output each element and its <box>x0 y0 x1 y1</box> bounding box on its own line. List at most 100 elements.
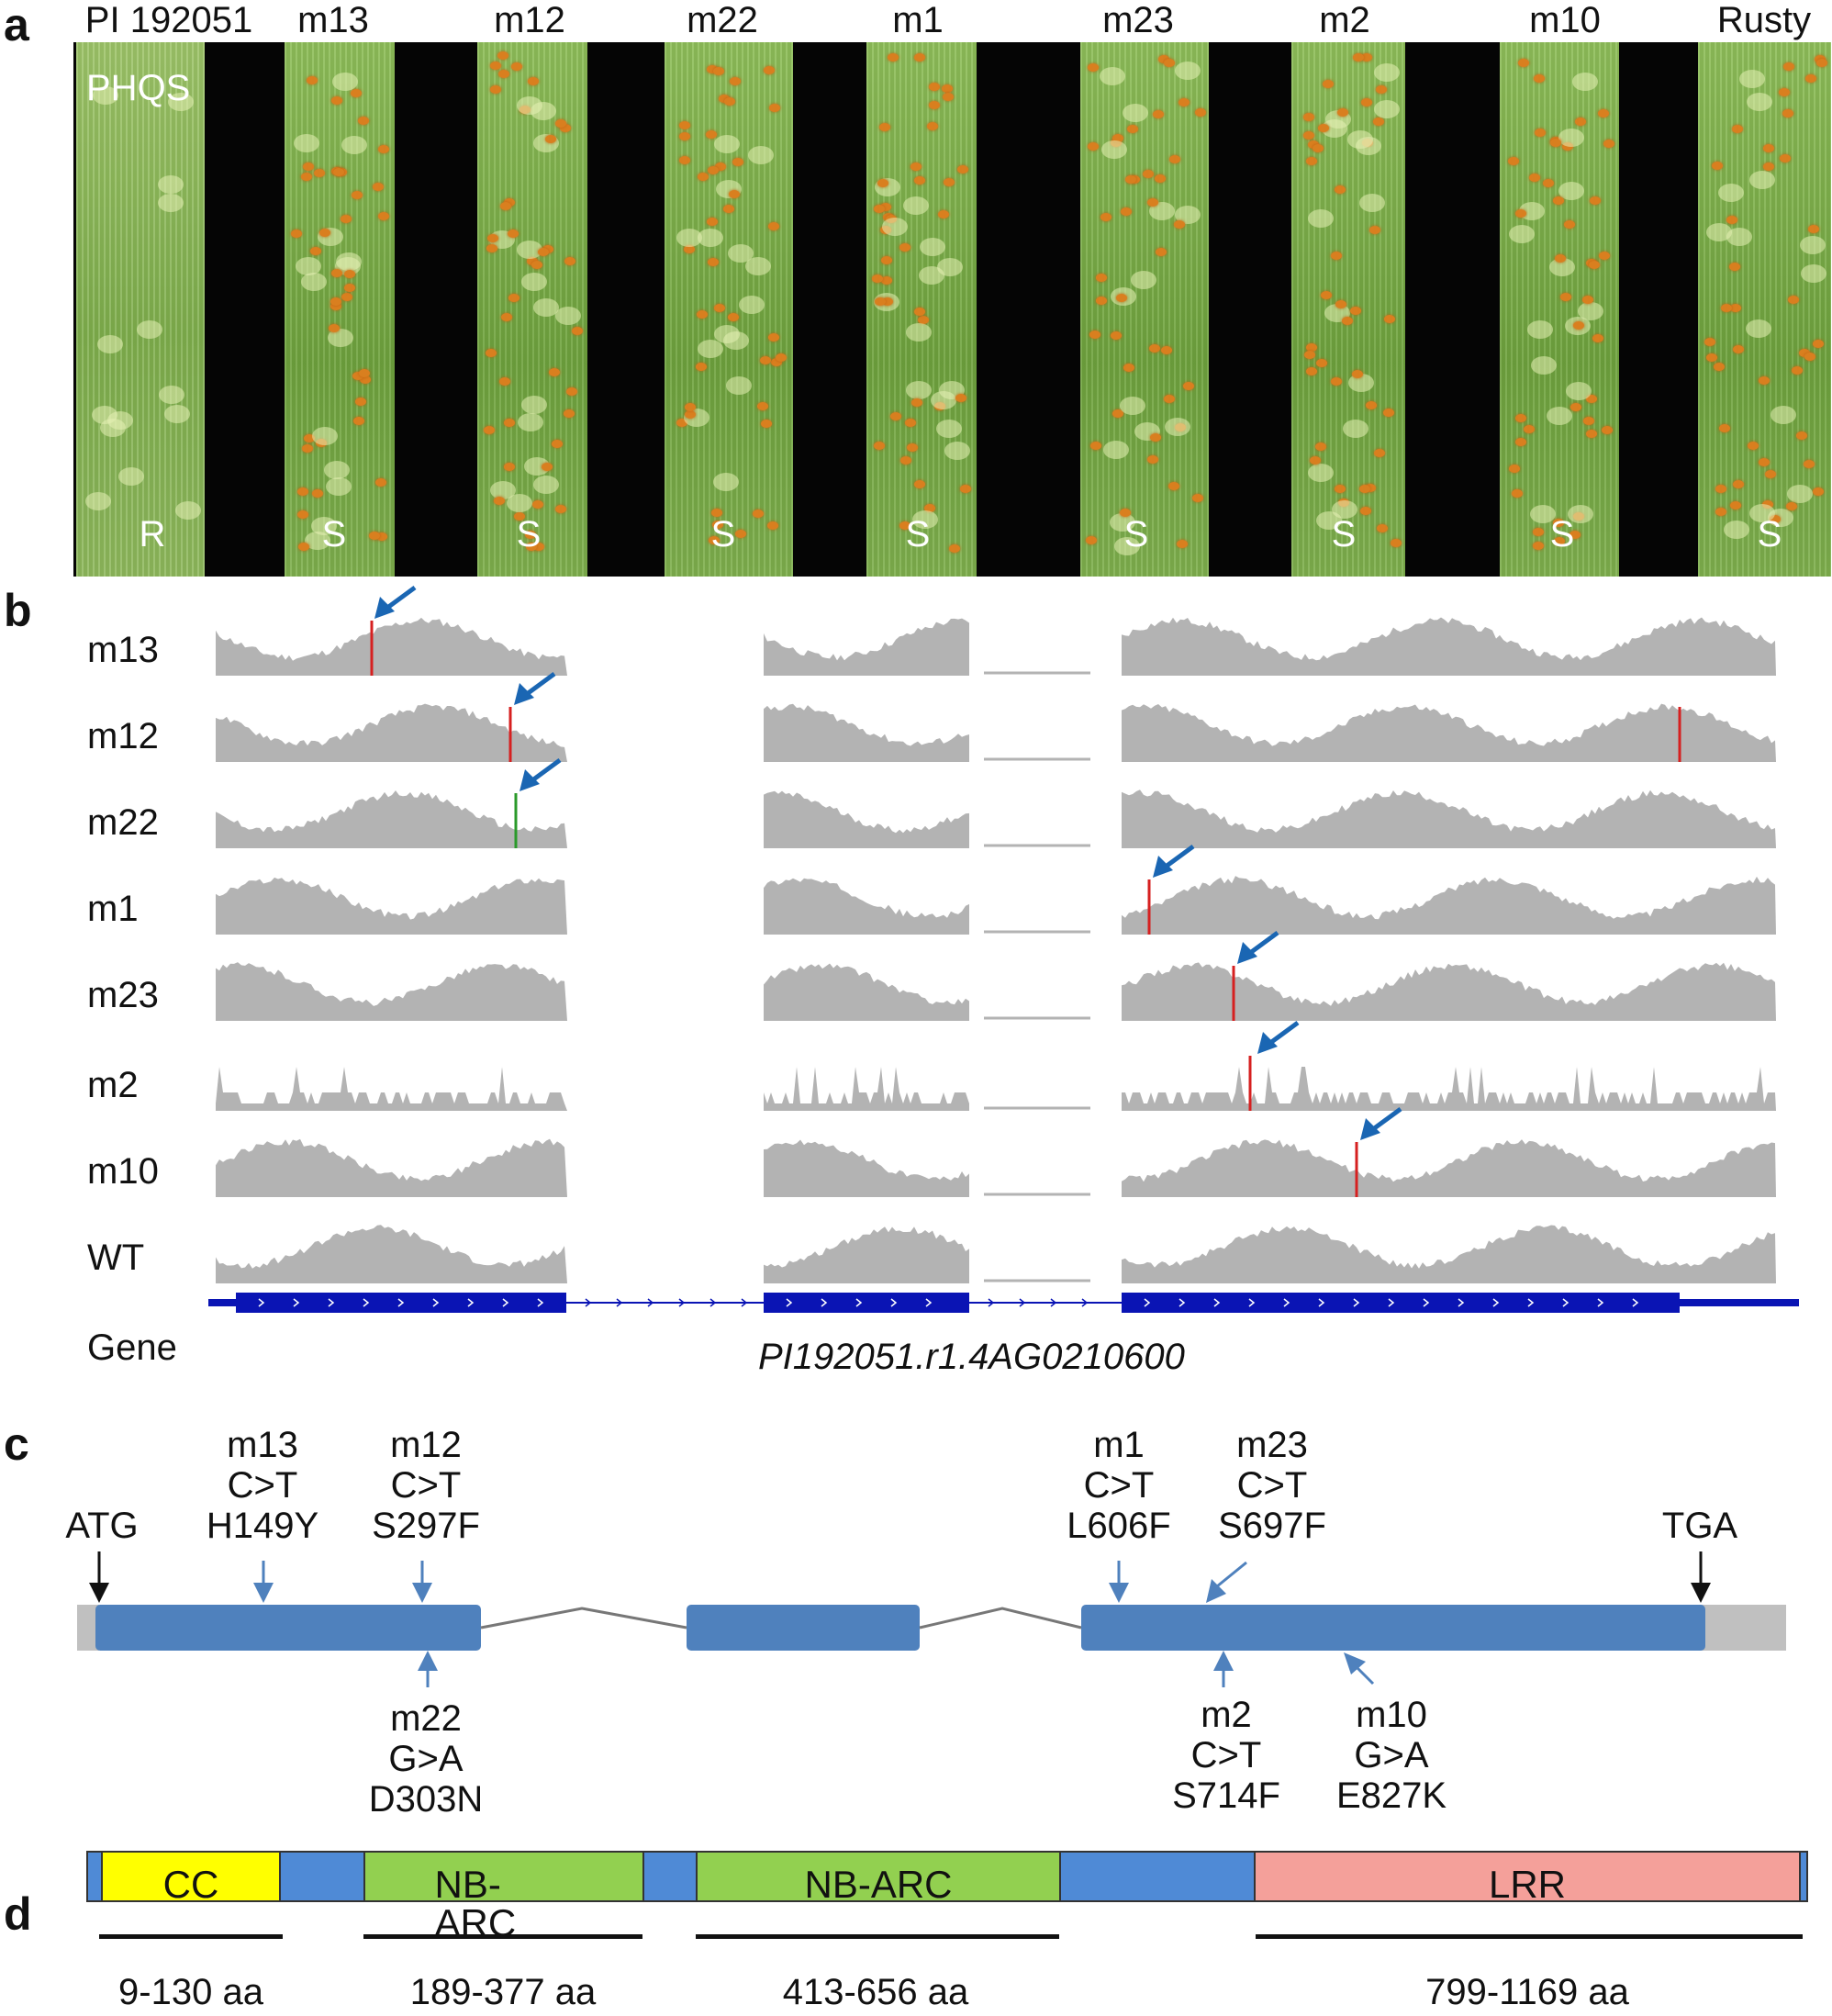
range-bar-lrr <box>1256 1934 1803 1939</box>
rust-pustule <box>572 326 584 335</box>
chlorotic-spot <box>1565 382 1592 401</box>
lane-label-m10: m10 <box>1529 0 1601 40</box>
rust-pustule <box>1552 196 1564 205</box>
coverage-block <box>764 703 969 762</box>
rust-pustule <box>1812 340 1824 349</box>
rust-pustule <box>723 97 735 106</box>
rust-pustule <box>1112 133 1124 142</box>
domain-cc-label: CC <box>162 1863 219 1906</box>
rust-pustule <box>1087 62 1099 72</box>
rust-pustule <box>1532 527 1544 536</box>
chlorotic-spot <box>1110 513 1136 532</box>
strand-chevron <box>1248 1298 1256 1307</box>
rust-pustule <box>555 118 567 128</box>
chlorotic-spot <box>328 328 354 347</box>
rust-pustule <box>695 363 707 372</box>
chlorotic-spot <box>311 517 338 536</box>
exon-3-track <box>1122 1293 1680 1313</box>
chlorotic-fleck <box>163 404 190 423</box>
mutation-label-m13: m13 C>T H149Y <box>207 1425 318 1546</box>
rust-pustule <box>708 258 720 267</box>
coverage-block <box>216 1067 567 1111</box>
rust-pustule <box>759 355 771 364</box>
chlorotic-spot <box>697 340 723 359</box>
gene-name: PI192051.r1.4AG0210600 <box>758 1337 1185 1377</box>
rust-pustule <box>917 315 929 324</box>
rust-pustule <box>374 477 386 487</box>
rust-pustule <box>1588 260 1600 269</box>
rust-pustule <box>1157 55 1169 64</box>
rust-pustule <box>497 70 509 79</box>
lane-label-m22: m22 <box>687 0 758 40</box>
rust-pustule <box>490 62 502 71</box>
rust-pustule <box>490 84 502 94</box>
strand-chevron <box>537 1298 544 1307</box>
chlorotic-spot <box>714 135 741 154</box>
rust-pustule <box>1732 345 1744 354</box>
rust-pustule <box>1804 353 1816 362</box>
mutation-change: C>T <box>1236 1465 1308 1506</box>
strand-chevron <box>1213 1298 1221 1307</box>
rust-pustule <box>501 312 512 321</box>
chlorotic-spot <box>931 391 957 410</box>
coverage-block <box>216 962 567 1021</box>
rust-pustule <box>679 132 691 141</box>
chlorotic-spot <box>324 460 351 479</box>
chlorotic-spot <box>1526 319 1553 339</box>
rust-pustule <box>377 212 389 221</box>
rust-pustule <box>955 394 966 403</box>
panel-d-letter: d <box>4 1888 32 1940</box>
mutation-change: G>A <box>1354 1735 1429 1775</box>
chlorotic-spot <box>518 413 544 432</box>
rust-pustule <box>1763 162 1775 171</box>
rust-pustule <box>1360 507 1372 516</box>
rust-pustule <box>1305 366 1317 375</box>
mutation-pointer-arrow <box>1237 930 1279 964</box>
rust-pustule <box>872 274 883 284</box>
rust-pustule <box>1304 350 1316 359</box>
rust-pustule <box>734 529 746 538</box>
strand-chevron <box>1144 1298 1151 1307</box>
rust-pustule <box>1374 449 1386 458</box>
rust-pustule <box>767 521 779 530</box>
rust-pustule <box>914 480 926 489</box>
rust-pustule <box>697 309 709 319</box>
coverage-block <box>216 1138 567 1197</box>
rust-pustule <box>328 324 340 333</box>
rust-pustule <box>957 164 969 174</box>
chlorotic-fleck <box>97 335 124 353</box>
track-label-m1: m1 <box>87 889 139 929</box>
rust-pustule <box>1331 252 1343 261</box>
rust-pustule <box>485 349 497 358</box>
strand-chevron <box>709 1298 717 1307</box>
rust-pustule <box>1161 346 1173 355</box>
chlorotic-spot <box>300 272 327 291</box>
rust-pustule <box>504 418 516 427</box>
rust-pustule <box>507 230 519 239</box>
rust-pustule <box>311 489 323 498</box>
coverage-block <box>1122 962 1776 1021</box>
rust-pustule <box>487 234 499 243</box>
rust-pustule <box>1573 320 1585 330</box>
range-bar-nb-arc-2 <box>696 1934 1059 1939</box>
rust-pustule <box>873 441 885 450</box>
rust-pustule <box>767 222 779 231</box>
chlorotic-spot <box>882 217 908 236</box>
chlorotic-spot <box>1174 61 1201 80</box>
chlorotic-spot <box>1801 264 1827 284</box>
lane-label-m23: m23 <box>1102 0 1174 40</box>
chlorotic-fleck <box>159 386 185 405</box>
strand-chevron <box>821 1298 828 1307</box>
rust-pustule <box>1554 254 1566 263</box>
chlorotic-spot <box>520 396 547 415</box>
rust-pustule <box>879 122 891 131</box>
rust-pustule <box>685 409 697 419</box>
coverage-block <box>764 790 969 848</box>
rust-pustule <box>358 368 370 377</box>
rust-pustule <box>1782 108 1794 118</box>
chlorotic-spot <box>1718 184 1745 203</box>
panel-c-letter: c <box>4 1418 29 1470</box>
chlorotic-spot <box>1509 224 1536 243</box>
mutation-line: m12 <box>390 1425 462 1465</box>
chlorotic-spot <box>332 72 359 91</box>
